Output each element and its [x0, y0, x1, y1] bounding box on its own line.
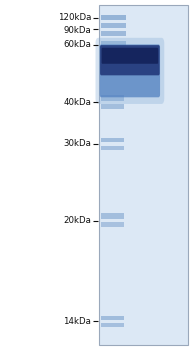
Text: 14kDa: 14kDa: [63, 317, 91, 326]
Bar: [99, 5, 188, 345]
FancyBboxPatch shape: [100, 44, 160, 97]
Bar: [101, 138, 124, 142]
Text: 60kDa: 60kDa: [63, 40, 91, 49]
Text: 90kDa: 90kDa: [63, 26, 91, 35]
Bar: [101, 323, 124, 327]
Bar: [101, 222, 124, 227]
Bar: [101, 104, 124, 109]
FancyBboxPatch shape: [102, 48, 158, 64]
FancyBboxPatch shape: [96, 38, 164, 104]
Bar: [101, 146, 124, 150]
Bar: [101, 23, 126, 28]
Text: 30kDa: 30kDa: [63, 139, 91, 148]
Text: 20kDa: 20kDa: [63, 216, 91, 225]
Text: 120kDa: 120kDa: [58, 13, 91, 22]
Bar: [101, 41, 126, 46]
Bar: [101, 316, 124, 320]
Bar: [101, 15, 126, 20]
Text: 40kDa: 40kDa: [63, 98, 91, 107]
Bar: [101, 31, 126, 36]
FancyBboxPatch shape: [100, 45, 160, 75]
Bar: [101, 213, 124, 219]
Bar: [101, 95, 124, 101]
